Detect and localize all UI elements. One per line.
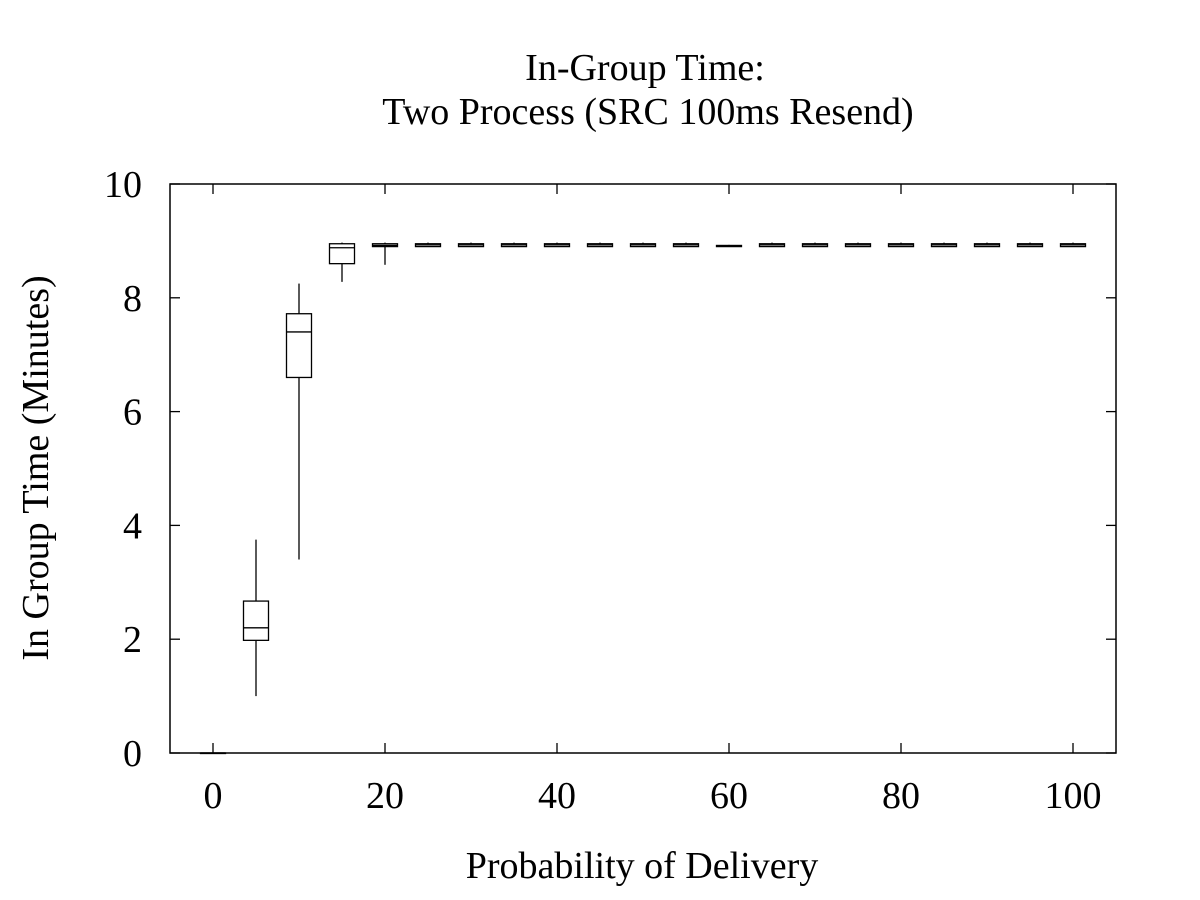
box-body xyxy=(328,243,356,265)
box-plot-item xyxy=(672,242,700,248)
box-plot-item xyxy=(629,242,657,248)
x-tick-label: 0 xyxy=(204,775,223,817)
x-tick-label: 60 xyxy=(710,775,748,817)
box-plot-item xyxy=(758,242,786,248)
y-tick-label: 2 xyxy=(123,619,142,661)
box-plot-item xyxy=(199,752,227,755)
box-plot-item xyxy=(285,283,313,560)
y-tick-label: 6 xyxy=(123,392,142,434)
box-plot-item xyxy=(887,242,915,248)
y-tick-label: 0 xyxy=(123,733,142,775)
box-plot-item xyxy=(543,242,571,248)
chart-title-line-2: Two Process (SRC 100ms Resend) xyxy=(382,91,913,133)
box-plot-item xyxy=(457,242,485,248)
axis-ticks: 0 20 40 60 80 100 0 2 4 6 8 10 xyxy=(104,164,1116,817)
box-plot-item xyxy=(371,242,399,265)
box-plot-item xyxy=(586,242,614,248)
x-tick-label: 100 xyxy=(1045,775,1102,817)
plot-frame xyxy=(169,183,1117,754)
x-tick-label: 80 xyxy=(882,775,920,817)
box-plot-item xyxy=(242,539,270,697)
box-plot-item xyxy=(715,244,743,248)
x-axis-label: Probability of Delivery xyxy=(466,845,818,887)
chart-title-line-1: In-Group Time: xyxy=(525,47,765,89)
y-tick-label: 8 xyxy=(123,278,142,320)
box-plot-item xyxy=(328,242,356,282)
y-axis-label: In Group Time (Minutes) xyxy=(15,275,57,660)
box-plot-item xyxy=(500,242,528,248)
x-tick-label: 40 xyxy=(538,775,576,817)
box-plot-item xyxy=(930,242,958,248)
box-body xyxy=(285,313,313,379)
y-tick-label: 4 xyxy=(123,505,142,547)
box-plot-item xyxy=(801,242,829,248)
x-tick-label: 20 xyxy=(366,775,404,817)
y-tick-label: 10 xyxy=(104,164,142,206)
box-plot-item xyxy=(844,242,872,248)
box-plot-item xyxy=(1059,242,1087,248)
box-body xyxy=(242,600,270,641)
box-plot-item xyxy=(1016,242,1044,248)
box-series xyxy=(199,242,1087,755)
box-plot-item xyxy=(973,242,1001,248)
box-plot-item xyxy=(414,242,442,248)
